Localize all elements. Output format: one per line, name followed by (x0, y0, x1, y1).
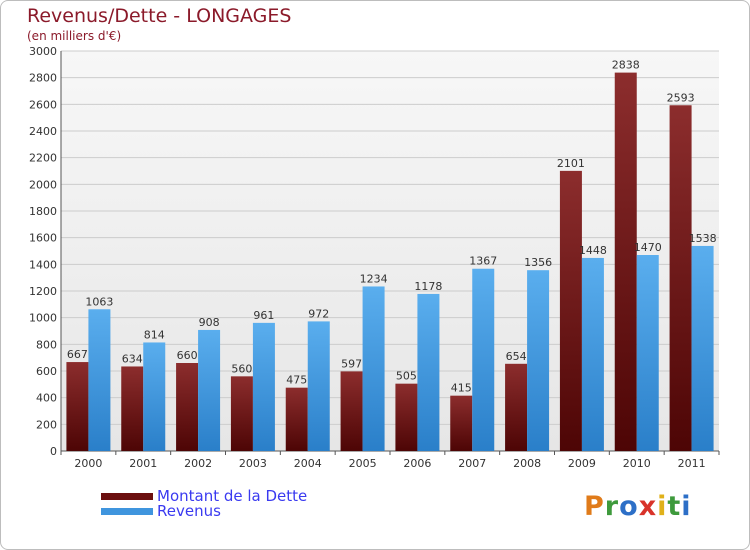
x-tick-label: 2000 (74, 457, 102, 470)
bar-revenus (527, 270, 550, 451)
data-label-dette: 597 (341, 357, 362, 370)
legend-item-dette: Montant de la Dette (101, 487, 307, 505)
bar-dette (230, 376, 253, 451)
bar-dette (614, 72, 637, 451)
x-tick-label: 2009 (568, 457, 596, 470)
x-tick-label: 2011 (678, 457, 706, 470)
x-tick-label: 2007 (458, 457, 486, 470)
data-label-revenus: 1063 (85, 295, 113, 308)
y-tick-label: 800 (36, 338, 57, 351)
bar-revenus (472, 268, 495, 451)
y-tick-label: 3000 (29, 45, 57, 58)
y-tick-label: 400 (36, 392, 57, 405)
bar-revenus (581, 257, 604, 451)
y-tick-label: 1200 (29, 285, 57, 298)
data-label-dette: 667 (67, 348, 88, 361)
bar-dette (450, 395, 473, 451)
y-tick-label: 200 (36, 418, 57, 431)
bar-dette (121, 366, 144, 451)
x-tick-label: 2002 (184, 457, 212, 470)
data-label-dette: 2593 (667, 91, 695, 104)
bar-dette (505, 363, 528, 451)
data-label-revenus: 908 (199, 316, 220, 329)
logo-letter: o (619, 491, 639, 522)
data-label-dette: 560 (231, 362, 252, 375)
bar-revenus (417, 293, 440, 451)
legend-label-revenus: Revenus (157, 502, 221, 520)
data-label-revenus: 972 (308, 307, 329, 320)
logo-letter: x (638, 491, 658, 522)
data-label-revenus: 1367 (469, 255, 497, 268)
bar-dette (285, 387, 308, 451)
legend-swatch-revenus (101, 507, 153, 515)
x-tick-label: 2006 (403, 457, 431, 470)
data-label-dette: 2838 (612, 59, 640, 72)
data-label-dette: 415 (451, 382, 472, 395)
logo-letter: P (584, 491, 605, 522)
y-tick-label: 600 (36, 365, 57, 378)
data-label-dette: 634 (122, 352, 143, 365)
bar-revenus (691, 245, 714, 451)
x-tick-label: 2003 (239, 457, 267, 470)
data-label-revenus: 1234 (360, 272, 388, 285)
y-tick-label: 2000 (29, 178, 57, 191)
bar-dette (66, 362, 89, 451)
data-label-revenus: 1470 (634, 241, 662, 254)
bar-dette (340, 371, 363, 451)
data-label-dette: 654 (506, 350, 527, 363)
bar-dette (669, 105, 692, 452)
data-label-revenus: 1448 (579, 244, 607, 257)
legend-swatch-dette (101, 492, 153, 500)
bar-revenus (252, 322, 275, 451)
y-tick-label: 1400 (29, 258, 57, 271)
y-tick-label: 2200 (29, 152, 57, 165)
chart-subtitle: (en milliers d'€) (27, 29, 122, 43)
logo-letter: t (667, 491, 682, 522)
logo-letter: i (657, 491, 668, 522)
bar-dette (395, 383, 418, 451)
y-tick-label: 2400 (29, 125, 57, 138)
data-label-dette: 660 (177, 349, 198, 362)
data-label-dette: 475 (286, 374, 307, 387)
x-tick-label: 2001 (129, 457, 157, 470)
bar-revenus (307, 321, 330, 451)
proxiti-logo: Proxiti (584, 491, 692, 522)
bar-dette (559, 170, 582, 451)
logo-letter: i (681, 491, 692, 522)
x-tick-label: 2008 (513, 457, 541, 470)
data-label-revenus: 1178 (414, 280, 442, 293)
bar-revenus (636, 255, 659, 451)
data-label-revenus: 1538 (689, 232, 717, 245)
chart-title: Revenus/Dette - LONGAGES (27, 5, 292, 27)
plot-area (61, 51, 719, 451)
y-tick-label: 1600 (29, 232, 57, 245)
y-tick-label: 1000 (29, 312, 57, 325)
data-label-revenus: 961 (253, 309, 274, 322)
data-label-revenus: 814 (144, 328, 165, 341)
data-label-revenus: 1356 (524, 256, 552, 269)
bar-revenus (88, 309, 111, 451)
y-tick-label: 0 (50, 445, 57, 458)
bar-revenus (143, 342, 166, 451)
bar-revenus (362, 286, 385, 451)
x-tick-label: 2010 (623, 457, 651, 470)
x-tick-label: 2004 (294, 457, 322, 470)
bar-revenus (198, 329, 221, 451)
legend-item-revenus: Revenus (101, 502, 221, 520)
logo-letter: r (604, 491, 620, 522)
data-label-dette: 2101 (557, 157, 585, 170)
y-tick-label: 1800 (29, 205, 57, 218)
data-label-dette: 505 (396, 370, 417, 383)
y-tick-label: 2800 (29, 72, 57, 85)
y-tick-label: 2600 (29, 98, 57, 111)
x-tick-label: 2005 (349, 457, 377, 470)
bar-dette (176, 363, 199, 451)
legend-label-dette: Montant de la Dette (157, 487, 308, 505)
